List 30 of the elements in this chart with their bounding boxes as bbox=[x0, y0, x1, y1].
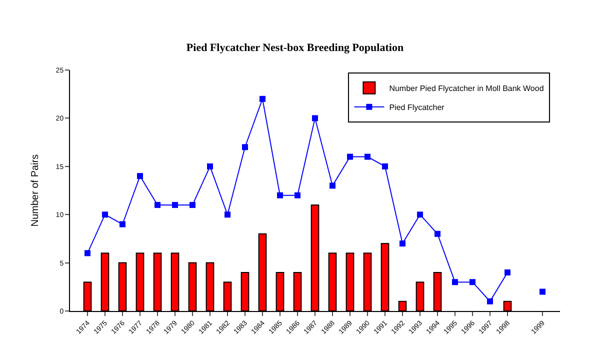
point bbox=[434, 230, 440, 237]
point bbox=[260, 96, 266, 102]
point bbox=[224, 212, 230, 218]
point bbox=[504, 269, 510, 276]
point bbox=[364, 154, 370, 160]
point bbox=[400, 240, 406, 247]
point bbox=[540, 288, 546, 295]
point bbox=[120, 221, 126, 228]
legend-label: Number Pied Flycatcher in Moll Bank Wood bbox=[389, 84, 544, 94]
point bbox=[172, 202, 178, 208]
point bbox=[312, 115, 318, 122]
point bbox=[137, 173, 143, 180]
chart-title: Pied Flycatcher Nest-box Breeding Population bbox=[186, 42, 404, 54]
point bbox=[102, 212, 108, 218]
point bbox=[242, 144, 248, 150]
point bbox=[347, 154, 353, 160]
point bbox=[277, 192, 283, 198]
point bbox=[452, 279, 458, 286]
point bbox=[154, 202, 160, 208]
y-axis-title: Number of Pairs bbox=[30, 154, 41, 227]
point bbox=[382, 163, 388, 170]
point bbox=[330, 182, 336, 189]
point bbox=[417, 212, 423, 218]
point bbox=[470, 279, 476, 286]
legend-label: Pied Flycatcher bbox=[389, 103, 445, 112]
point bbox=[207, 163, 213, 170]
point bbox=[487, 298, 493, 304]
point bbox=[84, 250, 90, 256]
point bbox=[294, 192, 300, 198]
point bbox=[190, 202, 196, 208]
